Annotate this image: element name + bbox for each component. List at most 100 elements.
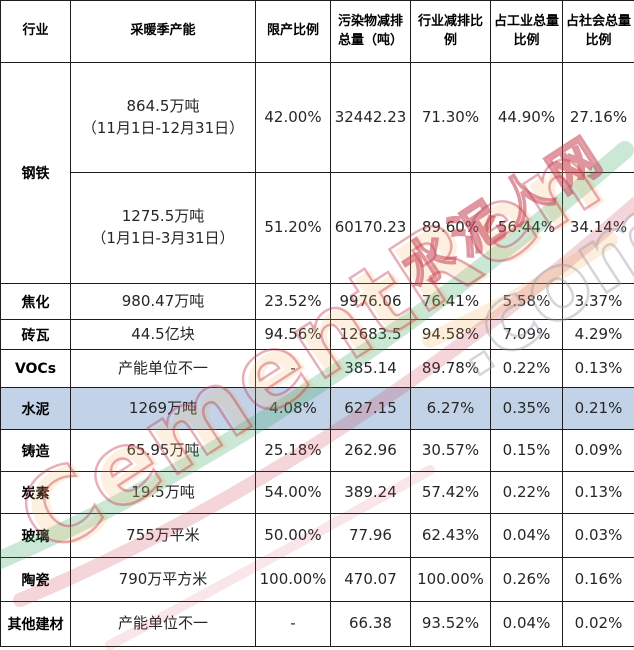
cell-capacity: 755万平米 [70, 513, 256, 558]
cell-industry-ratio: 76.41% [410, 283, 491, 320]
cell-industry-ratio: 89.78% [410, 349, 491, 388]
cell-social-share: 0.03% [562, 513, 634, 558]
row-header-carbon: 炭素 [0, 471, 71, 514]
cell-reduction-total: 389.24 [330, 471, 411, 514]
cell-limit-ratio: 100.00% [255, 557, 331, 602]
capacity-period: （11月1日-12月31日） [81, 118, 245, 137]
cell-industrial-share: 0.04% [490, 513, 563, 558]
cell-industrial-share: 0.15% [490, 429, 563, 472]
cell-limit-ratio: 25.18% [255, 429, 331, 472]
table-row-other-materials: 其他建材 产能单位不一 - 66.38 93.52% 0.04% 0.02% [0, 601, 634, 647]
table-row-coking: 焦化 980.47万吨 23.52% 9976.06 76.41% 5.58% … [0, 283, 634, 320]
cell-social-share: 0.13% [562, 349, 634, 388]
row-header-cement: 水泥 [0, 387, 71, 430]
cell-limit-ratio: 51.20% [255, 172, 331, 284]
cell-social-share: 0.21% [562, 387, 634, 430]
table-row-glass: 玻璃 755万平米 50.00% 77.96 62.43% 0.04% 0.03… [0, 513, 634, 558]
cell-capacity: 864.5万吨 （11月1日-12月31日） [70, 62, 256, 173]
cell-industrial-share: 0.04% [490, 601, 563, 647]
cell-capacity: 1269万吨 [70, 387, 256, 430]
table-row-steel-2: 1275.5万吨 （1月1日-3月31日） 51.20% 60170.23 89… [1, 172, 634, 284]
col-header-industrial-share: 占工业总量比例 [490, 0, 563, 63]
col-header-reduction-total: 污染物减排总量（吨） [330, 0, 411, 63]
row-header-casting: 铸造 [0, 429, 71, 472]
capacity-period: （1月1日-3月31日） [91, 229, 235, 247]
cell-reduction-total: 470.07 [330, 557, 411, 602]
table-row-brick: 砖瓦 44.5亿块 94.56% 12683.5 94.58% 7.09% 4.… [0, 319, 634, 350]
row-header-glass: 玻璃 [0, 513, 71, 558]
cell-limit-ratio: 23.52% [255, 283, 331, 320]
cell-reduction-total: 627.15 [330, 387, 411, 430]
cell-limit-ratio: 94.56% [255, 319, 331, 350]
cell-limit-ratio: - [255, 601, 331, 647]
cell-social-share: 0.13% [562, 471, 634, 514]
header-row: 行业 采暖季产能 限产比例 污染物减排总量（吨） 行业减排比例 占工业总量比例 … [0, 0, 634, 63]
cell-industrial-share: 44.90% [490, 62, 563, 173]
cell-reduction-total: 385.14 [330, 349, 411, 388]
row-header-brick: 砖瓦 [0, 319, 71, 350]
cell-industrial-share: 5.58% [490, 283, 563, 320]
table-row-steel-1: 钢铁 864.5万吨 （11月1日-12月31日） 42.00% 32442.2… [0, 62, 634, 284]
cell-industry-ratio: 30.57% [410, 429, 491, 472]
cell-capacity: 980.47万吨 [70, 283, 256, 320]
cell-reduction-total: 66.38 [330, 601, 411, 647]
capacity-value: 864.5万吨 [126, 96, 200, 115]
cell-social-share: 0.09% [562, 429, 634, 472]
row-header-other-materials: 其他建材 [0, 601, 71, 647]
cell-industrial-share: 0.35% [490, 387, 563, 430]
cell-industry-ratio: 57.42% [410, 471, 491, 514]
cell-limit-ratio: 4.08% [255, 387, 331, 430]
row-header-coking: 焦化 [0, 283, 71, 320]
cell-social-share: 0.16% [562, 557, 634, 602]
cell-reduction-total: 32442.23 [330, 62, 411, 173]
cell-capacity: 44.5亿块 [70, 319, 256, 350]
cell-reduction-total: 12683.5 [330, 319, 411, 350]
cell-industrial-share: 7.09% [490, 319, 563, 350]
cell-industrial-share: 0.26% [490, 557, 563, 602]
col-header-industry: 行业 [0, 0, 71, 63]
cell-social-share: 3.37% [562, 283, 634, 320]
cell-reduction-total: 77.96 [330, 513, 411, 558]
table-row-carbon: 炭素 19.5万吨 54.00% 389.24 57.42% 0.22% 0.1… [0, 471, 634, 514]
cell-reduction-total: 9976.06 [330, 283, 411, 320]
cell-limit-ratio: 50.00% [255, 513, 331, 558]
cell-industry-ratio: 62.43% [410, 513, 491, 558]
cell-social-share: 27.16% [562, 62, 634, 173]
cell-industry-ratio: 71.30% [410, 62, 491, 173]
cell-capacity: 790万平方米 [70, 557, 256, 602]
row-header-vocs: VOCs [0, 349, 71, 388]
table-row-cement-highlighted: 水泥 1269万吨 4.08% 627.15 6.27% 0.35% 0.21% [0, 387, 634, 430]
col-header-social-share: 占社会总量比例 [562, 0, 634, 63]
cell-social-share: 0.02% [562, 601, 634, 647]
cell-social-share: 34.14% [562, 172, 634, 284]
capacity-value: 1275.5万吨 [121, 207, 205, 226]
cell-reduction-total: 262.96 [330, 429, 411, 472]
row-header-steel: 钢铁 [0, 62, 71, 284]
table-row-vocs: VOCs 产能单位不一 - 385.14 89.78% 0.22% 0.13% [0, 349, 634, 388]
cell-limit-ratio: - [255, 349, 331, 388]
cell-industrial-share: 0.22% [490, 471, 563, 514]
cell-industry-ratio: 100.00% [410, 557, 491, 602]
cell-industry-ratio: 94.58% [410, 319, 491, 350]
cell-limit-ratio: 54.00% [255, 471, 331, 514]
cell-capacity: 19.5万吨 [70, 471, 256, 514]
cell-industry-ratio: 93.52% [410, 601, 491, 647]
col-header-industry-ratio: 行业减排比例 [410, 0, 491, 63]
col-header-capacity: 采暖季产能 [70, 0, 256, 63]
cell-capacity: 产能单位不一 [70, 349, 256, 388]
row-header-ceramics: 陶瓷 [0, 557, 71, 602]
cell-limit-ratio: 42.00% [255, 62, 331, 173]
cell-capacity: 产能单位不一 [70, 601, 256, 647]
cell-industry-ratio: 6.27% [410, 387, 491, 430]
cell-industrial-share: 0.22% [490, 349, 563, 388]
table-row-ceramics: 陶瓷 790万平方米 100.00% 470.07 100.00% 0.26% … [0, 557, 634, 602]
cell-industrial-share: 56.44% [490, 172, 563, 284]
table-row-casting: 铸造 65.95万吨 25.18% 262.96 30.57% 0.15% 0.… [0, 429, 634, 472]
cell-reduction-total: 60170.23 [330, 172, 411, 284]
cell-capacity: 1275.5万吨 （1月1日-3月31日） [70, 172, 256, 284]
col-header-limit-ratio: 限产比例 [255, 0, 331, 63]
cell-industry-ratio: 89.60% [410, 172, 491, 284]
cell-capacity: 65.95万吨 [70, 429, 256, 472]
